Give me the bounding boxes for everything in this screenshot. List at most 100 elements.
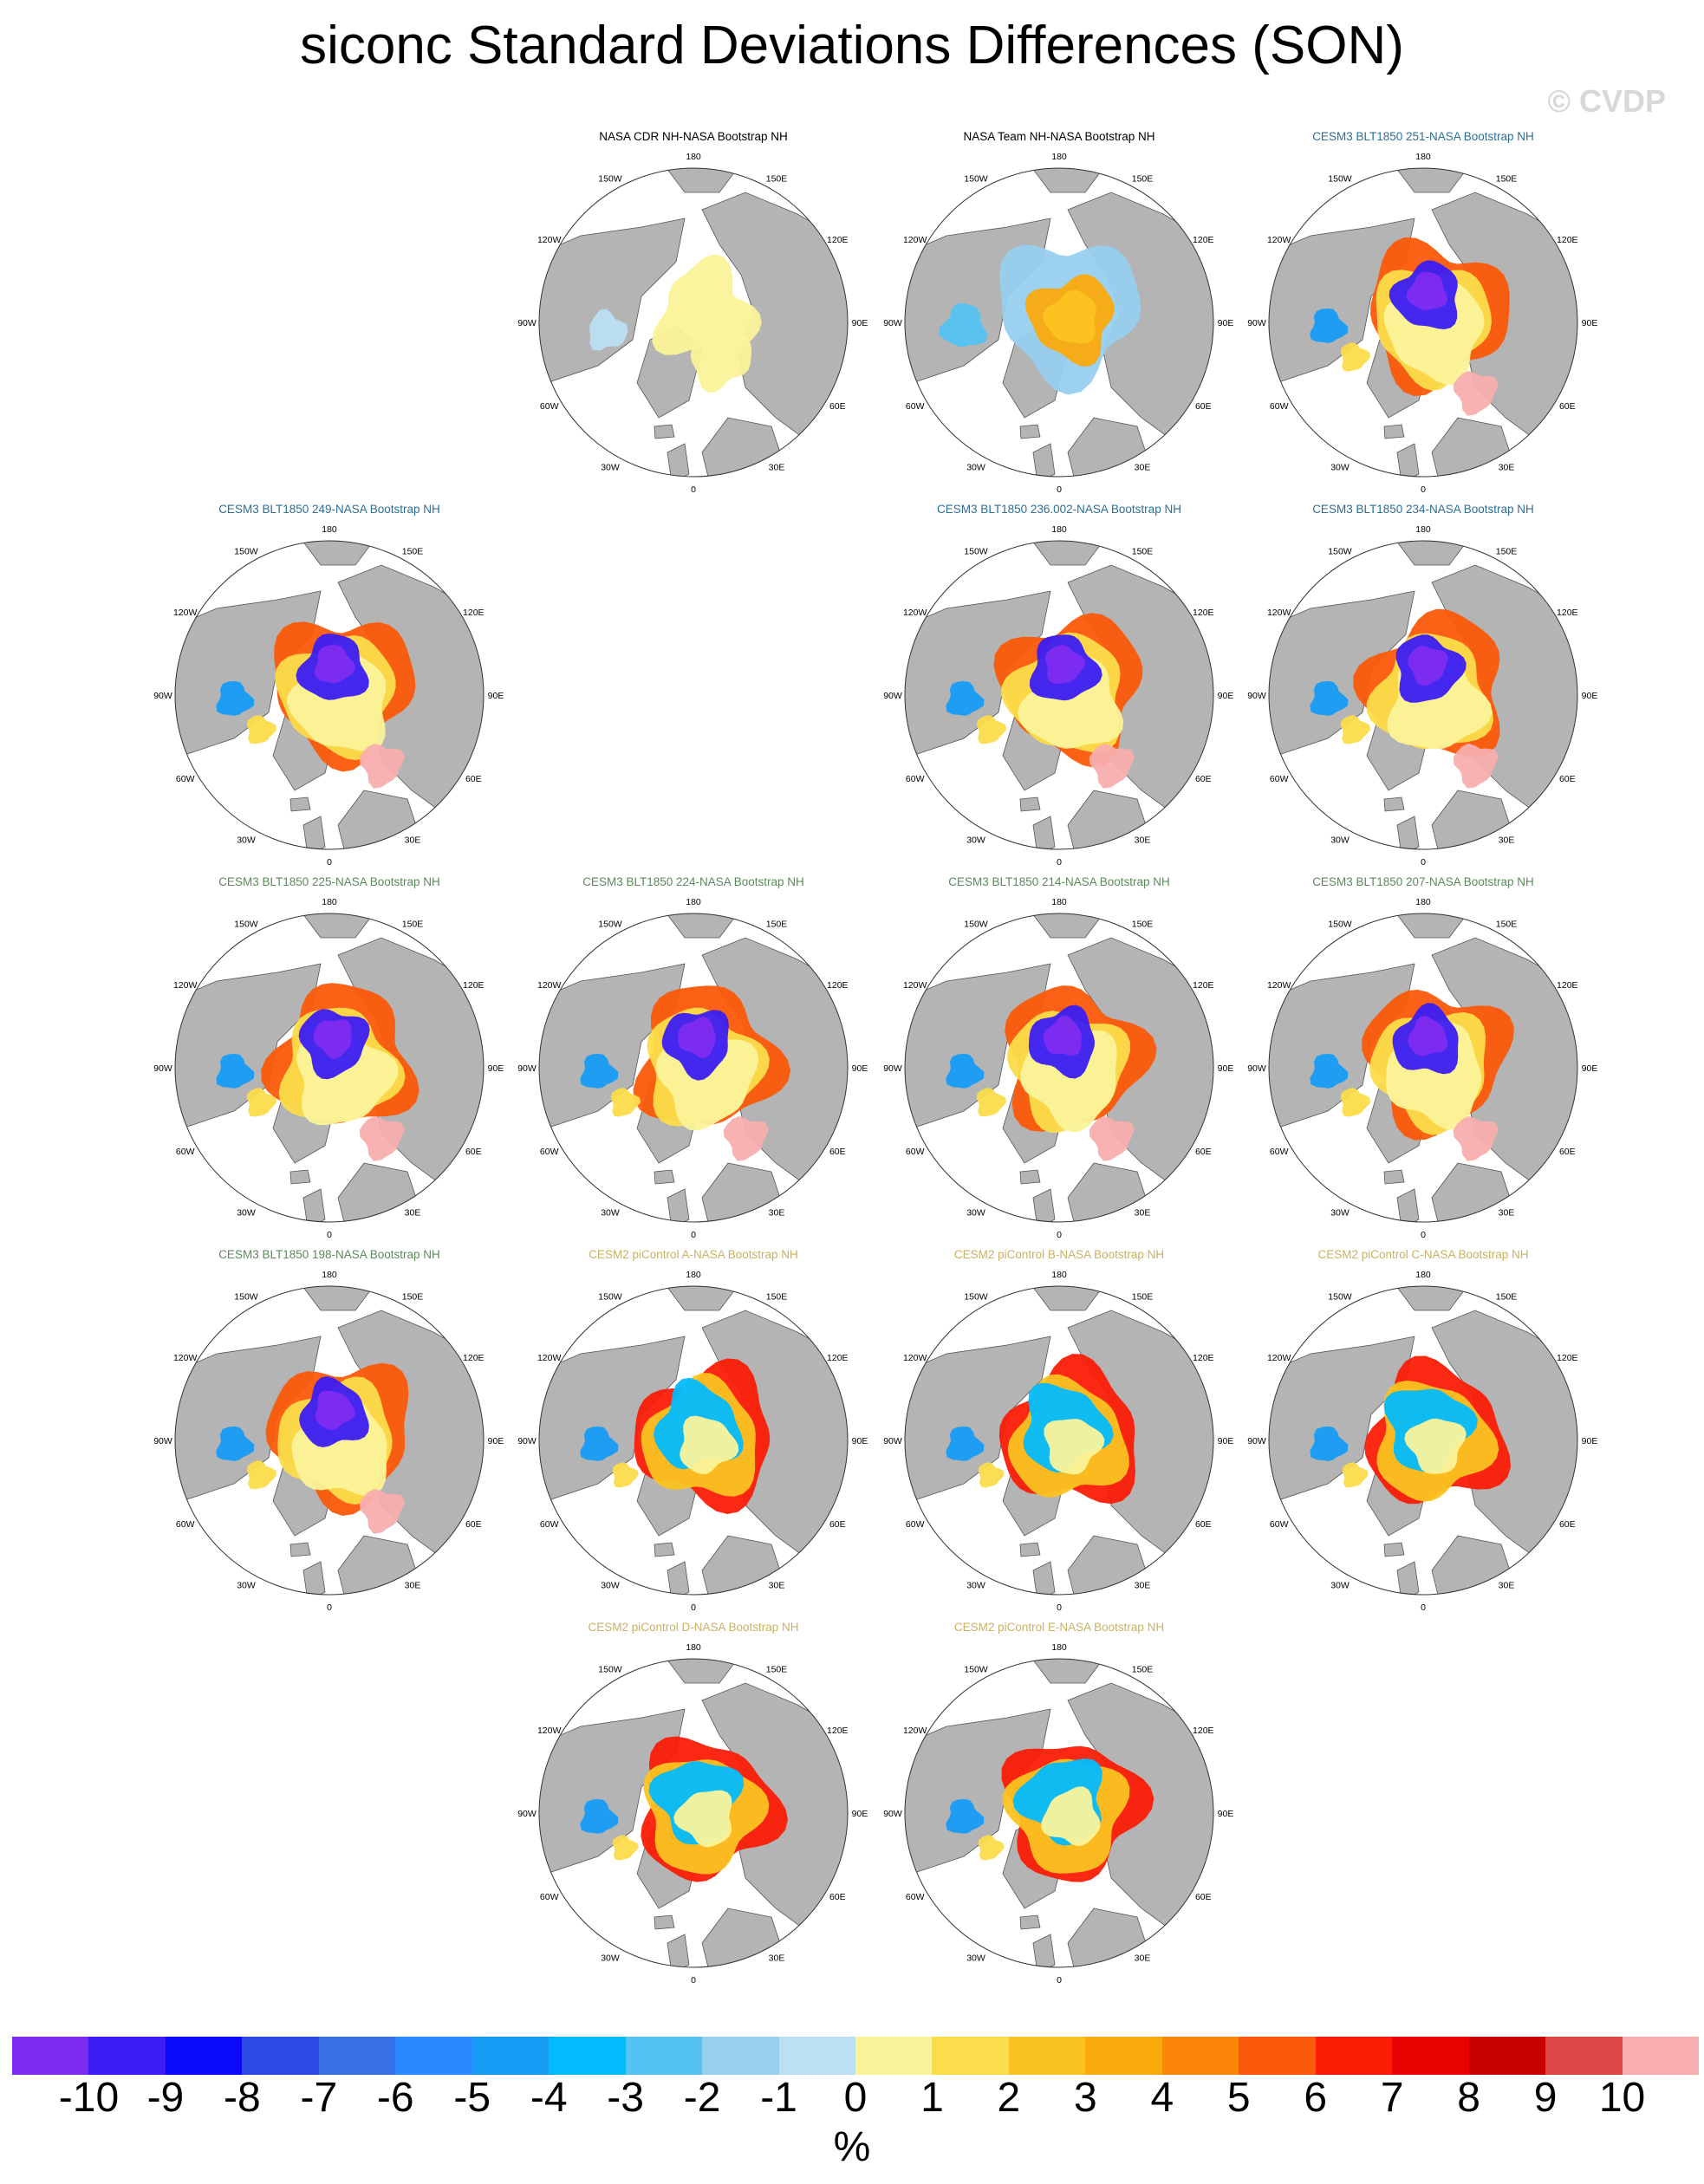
longitude-label: 30W	[601, 1207, 620, 1218]
longitude-label: 30E	[405, 1580, 421, 1590]
colorbar-tick: 0	[843, 2075, 868, 2121]
ice-anomaly-field	[976, 1088, 1007, 1117]
colorbar-tick: 10	[1598, 2075, 1646, 2121]
panel-title: CESM2 piControl B-NASA Bootstrap NH	[953, 1248, 1165, 1261]
polar-map: 180 150E 120E 90E 60E 30E 0 30W 60W 90W 120W 150W	[153, 524, 504, 868]
panel-title: CESM3 BLT1850 207-NASA Bootstrap NH	[1312, 875, 1534, 888]
polar-map: 180 150E 120E 90E 60E 30E 0 30W 60W 90W 120W 150W	[1247, 897, 1597, 1240]
land-mass	[1032, 816, 1056, 849]
ice-anomaly-field	[690, 323, 752, 393]
longitude-label: 120W	[173, 1353, 198, 1363]
longitude-label: 30E	[769, 1953, 785, 1963]
longitude-label: 90W	[883, 1063, 902, 1074]
longitude-label: 90E	[1218, 691, 1234, 701]
longitude-label: 150W	[598, 174, 622, 185]
ice-anomaly-field	[580, 1426, 619, 1461]
ice-anomaly-field	[580, 1798, 619, 1834]
longitude-label: 120E	[1557, 1353, 1578, 1363]
longitude-label: 60E	[1195, 1147, 1212, 1157]
longitude-label: 60W	[1270, 1519, 1289, 1530]
longitude-label: 120E	[827, 980, 849, 991]
ice-anomaly-field	[946, 680, 985, 716]
map-panel: CESM3 BLT1850 249-NASA Bootstrap NH 180 15…	[147, 503, 511, 875]
ice-anomaly-field	[246, 1460, 277, 1490]
longitude-label: 60W	[176, 1147, 195, 1157]
ice-anomaly-field	[1340, 342, 1371, 372]
colorbar-swatch	[1085, 2037, 1163, 2075]
colorbar-tick: -4	[530, 2075, 568, 2121]
longitude-label: 90E	[1218, 1809, 1234, 1819]
colorbar-tick: 2	[997, 2075, 1021, 2121]
ice-anomaly-field	[1044, 1419, 1105, 1475]
longitude-label: 150E	[1496, 547, 1518, 557]
polar-map: 180 150E 120E 90E 60E 30E 0 30W 60W 90W 120W 150W	[883, 1270, 1233, 1613]
land-mass	[1396, 816, 1420, 849]
longitude-label: 0	[1057, 1230, 1062, 1240]
colorbar-swatch	[778, 2037, 856, 2075]
longitude-label: 60W	[906, 774, 925, 784]
colorbar-swatch	[549, 2037, 627, 2075]
longitude-label: 30W	[1330, 1207, 1350, 1218]
longitude-label: 120E	[463, 608, 485, 618]
ice-anomaly-field	[359, 1489, 405, 1534]
longitude-label: 120W	[537, 235, 562, 245]
longitude-label: 90W	[153, 1063, 172, 1074]
colorbar-swatch	[625, 2037, 703, 2075]
longitude-label: 150W	[598, 1292, 622, 1303]
land-mass	[1024, 168, 1112, 193]
map-panel: NASA Team NH-NASA Bootstrap NH 180 150E 120…	[877, 130, 1241, 503]
polar-map: 180 150E 120E 90E 60E 30E 0 30W 60W 90W 120W 150W	[883, 524, 1234, 868]
map-boundary	[174, 913, 485, 1223]
longitude-label: 180	[1051, 1642, 1067, 1653]
longitude-label: 150E	[1132, 547, 1154, 557]
longitude-label: 90W	[517, 1436, 537, 1446]
longitude-label: 0	[1057, 1602, 1062, 1613]
longitude-label: 150E	[766, 174, 788, 185]
longitude-label: 30E	[769, 1207, 785, 1218]
longitude-label: 30E	[1135, 1953, 1151, 1963]
longitude-label: 180	[686, 1642, 701, 1653]
longitude-label: 0	[1057, 857, 1062, 868]
colorbar-tick: 9	[1533, 2075, 1558, 2121]
ice-anomaly-field	[1453, 744, 1499, 789]
ice-anomaly-field	[216, 680, 255, 716]
longitude-label: 60W	[540, 1892, 559, 1902]
map-panel: CESM3 BLT1850 251-NASA Bootstrap NH 180 15…	[1241, 130, 1605, 503]
ice-anomaly-field	[612, 1835, 639, 1861]
colorbar-swatch	[1161, 2037, 1239, 2075]
longitude-label: 90W	[1247, 318, 1266, 328]
longitude-label: 180	[322, 897, 337, 907]
longitude-label: 150E	[402, 920, 424, 930]
longitude-label: 150W	[1328, 547, 1352, 557]
longitude-label: 120W	[1267, 608, 1291, 618]
longitude-label: 60E	[1559, 401, 1576, 412]
land-mass	[539, 1708, 686, 1875]
polar-map: 180 150E 120E 90E 60E 30E 0 30W 60W 90W 120W 150W	[153, 1270, 504, 1613]
ice-anomaly-field	[216, 1053, 255, 1089]
colorbar-tick: 5	[1226, 2075, 1251, 2121]
longitude-label: 120E	[827, 1353, 849, 1363]
longitude-label: 30E	[1135, 1580, 1151, 1590]
longitude-label: 150W	[598, 1665, 622, 1675]
map-panel: NASA CDR NH-NASA Bootstrap NH 180 150E 120E…	[511, 130, 875, 503]
longitude-label: 60W	[540, 401, 559, 412]
map-boundary	[904, 913, 1214, 1223]
panel-title: CESM2 piControl C-NASA Bootstrap NH	[1317, 1248, 1529, 1261]
land-mass	[1032, 1188, 1056, 1222]
land-mass	[1024, 1286, 1112, 1311]
longitude-label: 0	[1421, 1230, 1426, 1240]
longitude-label: 30E	[1135, 462, 1151, 472]
ice-anomaly-field	[978, 1835, 1005, 1861]
ice-anomaly-field	[1408, 646, 1448, 686]
colorbar-tick: -6	[376, 2075, 414, 2121]
land-mass	[294, 541, 382, 566]
colorbar-tick: -10	[58, 2075, 120, 2121]
longitude-label: 90W	[883, 1436, 902, 1446]
map-boundary	[174, 540, 485, 850]
land-mass	[294, 1286, 382, 1311]
longitude-label: 60E	[1559, 1147, 1576, 1157]
ice-anomaly-field	[976, 715, 1007, 744]
colorbar-tick: -7	[300, 2075, 338, 2121]
polar-map: 180 150E 120E 90E 60E 30E 0 30W 60W 90W 120W 150W	[883, 1642, 1234, 1986]
cvdp-watermark: © CVDP	[1547, 83, 1666, 119]
